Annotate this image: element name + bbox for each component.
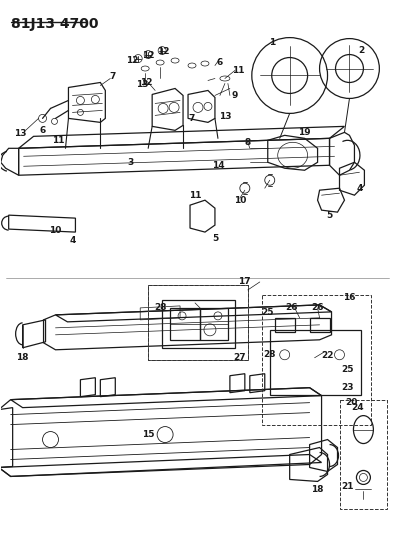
Text: 5: 5	[212, 233, 218, 243]
Text: 2: 2	[358, 46, 365, 55]
Text: 12: 12	[142, 51, 154, 60]
Text: 6: 6	[40, 126, 46, 135]
Text: 1: 1	[268, 38, 275, 47]
Text: 17: 17	[238, 278, 251, 286]
Text: 12: 12	[126, 56, 139, 65]
Text: 22: 22	[321, 351, 334, 360]
Text: 11: 11	[232, 66, 244, 75]
Text: 11: 11	[52, 136, 65, 145]
Text: 24: 24	[351, 403, 364, 412]
Text: 4: 4	[69, 236, 76, 245]
Text: 18: 18	[16, 353, 29, 362]
Text: 13: 13	[219, 112, 231, 121]
Text: 4: 4	[356, 184, 363, 193]
Text: 19: 19	[298, 128, 311, 137]
Text: 5: 5	[326, 211, 333, 220]
Text: 28: 28	[154, 303, 166, 312]
Text: 25: 25	[341, 365, 354, 374]
Text: 10: 10	[234, 196, 246, 205]
Text: 21: 21	[341, 482, 354, 491]
Text: 18: 18	[311, 485, 324, 494]
Text: 9: 9	[232, 91, 238, 100]
Text: 6: 6	[217, 58, 223, 67]
Text: 7: 7	[189, 114, 195, 123]
Text: 26: 26	[286, 303, 298, 312]
Text: 11: 11	[189, 191, 201, 200]
Text: 7: 7	[109, 72, 116, 81]
Text: 20: 20	[345, 398, 358, 407]
Text: 14: 14	[211, 161, 224, 170]
Text: 13: 13	[136, 80, 148, 89]
Text: 81J13 4700: 81J13 4700	[11, 17, 98, 31]
Text: 10: 10	[50, 225, 62, 235]
Text: 12: 12	[157, 47, 169, 56]
Text: 3: 3	[127, 158, 133, 167]
Text: 16: 16	[343, 294, 356, 302]
Text: 26: 26	[311, 303, 324, 312]
Text: 28: 28	[263, 350, 276, 359]
Text: 15: 15	[142, 430, 154, 439]
Text: 13: 13	[14, 129, 27, 138]
Text: 23: 23	[341, 383, 354, 392]
Text: 27: 27	[234, 353, 246, 362]
Text: 8: 8	[245, 138, 251, 147]
Text: 12: 12	[140, 78, 152, 87]
Text: 25: 25	[261, 309, 274, 317]
